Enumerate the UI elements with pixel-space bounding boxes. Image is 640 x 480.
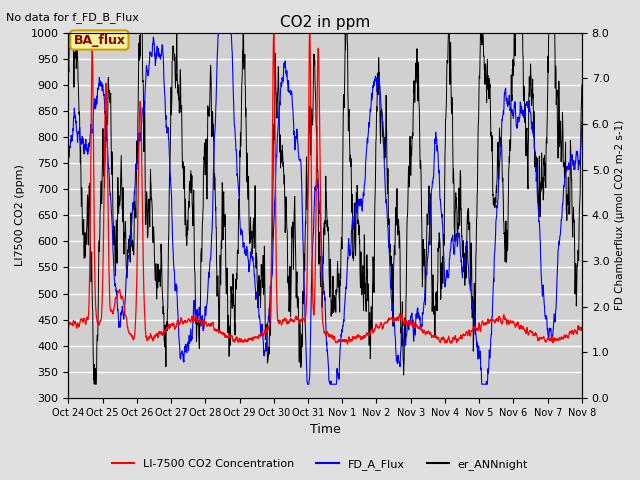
Text: No data for f_FD_B_Flux: No data for f_FD_B_Flux — [6, 12, 140, 23]
Y-axis label: LI7500 CO2 (ppm): LI7500 CO2 (ppm) — [15, 164, 25, 266]
Legend: LI-7500 CO2 Concentration, FD_A_Flux, er_ANNnight: LI-7500 CO2 Concentration, FD_A_Flux, er… — [108, 455, 532, 474]
X-axis label: Time: Time — [310, 423, 340, 436]
Text: BA_flux: BA_flux — [74, 34, 125, 47]
Title: CO2 in ppm: CO2 in ppm — [280, 15, 371, 30]
Y-axis label: FD Chamberflux (μmol CO2 m-2 s-1): FD Chamberflux (μmol CO2 m-2 s-1) — [615, 120, 625, 311]
